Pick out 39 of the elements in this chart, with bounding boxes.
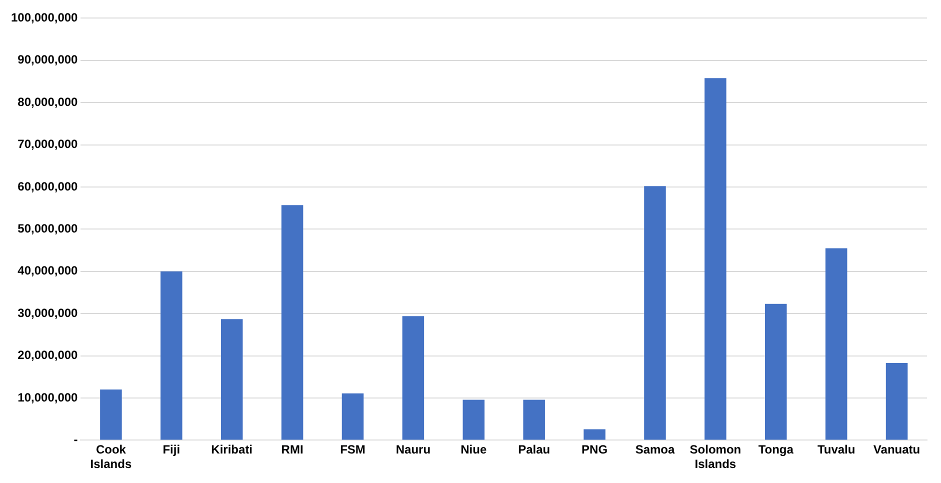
x-tick-label: Nauru — [396, 442, 431, 457]
bar — [584, 429, 606, 440]
y-tick-label: 40,000,000 — [18, 264, 78, 278]
x-tick-label: Palau — [518, 442, 550, 457]
y-tick-label: 10,000,000 — [18, 390, 78, 404]
x-tick-label: Fiji — [162, 442, 180, 457]
x-tick-label: FSM — [340, 442, 366, 457]
bar — [160, 271, 182, 440]
x-tick-label: RMI — [281, 442, 304, 457]
y-tick-label: 60,000,000 — [18, 179, 78, 194]
bar — [886, 362, 908, 440]
bar — [644, 186, 666, 440]
y-tick-label: 100,000,000 — [11, 10, 78, 25]
x-tick-label: Cook Islands — [90, 442, 132, 472]
x-tick-label: Tonga — [758, 442, 794, 457]
x-tick-label: Vanuatu — [873, 442, 920, 457]
x-tick-label: Tuvalu — [817, 442, 856, 457]
y-tick-label: 20,000,000 — [18, 348, 78, 362]
x-tick-label: Kiribati — [211, 442, 253, 457]
bar — [100, 390, 122, 440]
bar — [342, 393, 364, 440]
bar — [825, 248, 848, 440]
y-tick-label: - — [74, 432, 78, 447]
bar — [765, 304, 787, 440]
bar — [281, 205, 304, 440]
y-tick-label: 30,000,000 — [18, 306, 78, 320]
y-tick-label: 70,000,000 — [18, 137, 78, 152]
bar — [462, 400, 485, 440]
x-tick-label: Niue — [460, 442, 487, 457]
bar — [402, 316, 424, 440]
x-tick-label: Solomon Islands — [690, 442, 742, 472]
x-tick-label: Samoa — [635, 442, 675, 457]
y-tick-label: 90,000,000 — [18, 52, 78, 67]
y-tick-label: 80,000,000 — [18, 94, 78, 109]
bar — [704, 78, 726, 440]
y-tick-label: 50,000,000 — [18, 222, 78, 236]
bar — [523, 400, 545, 440]
x-tick-label: PNG — [582, 442, 608, 457]
bar — [220, 319, 243, 440]
